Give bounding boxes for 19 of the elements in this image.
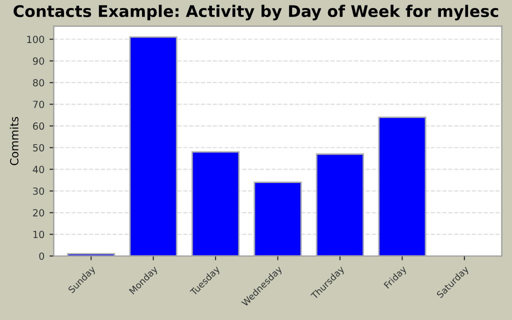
y-tick-label: 90 [32,57,44,65]
y-tick-label: 10 [33,230,44,238]
bar [129,36,178,256]
y-tick-label: 80 [33,79,44,86]
y-tick-label: 30 [33,187,44,195]
bar [254,182,302,256]
y-axis-title: Commits [10,116,18,166]
bar [316,153,364,256]
bar [67,253,116,256]
y-tick-label: 40 [32,166,44,174]
y-tick-label: 100 [27,36,44,44]
y-tick-label: 20 [33,209,44,216]
y-tick-label: 70 [33,100,44,108]
bar [378,116,426,256]
y-tick-label: 50 [33,144,44,152]
chart-title: Contacts Example: Activity by Day of Week for mylesc [14,4,498,20]
y-tick-label: 60 [33,122,44,130]
bar [192,151,240,256]
y-tick-label: 0 [39,252,44,260]
